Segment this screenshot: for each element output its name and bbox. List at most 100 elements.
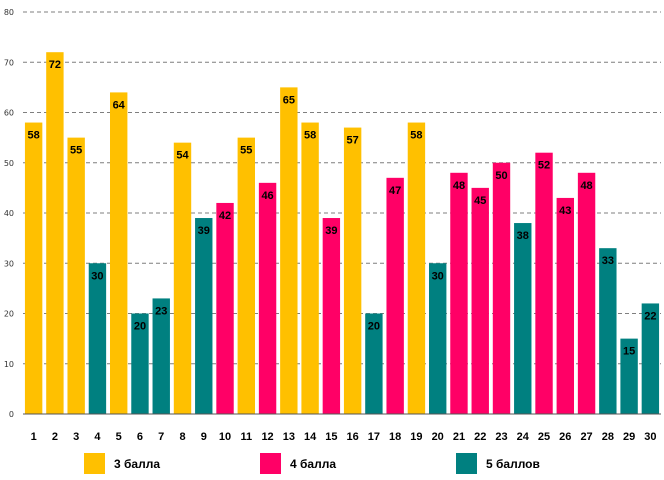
x-tick-label-13: 13	[283, 431, 295, 443]
legend-swatch-5	[456, 453, 477, 474]
bar-2	[46, 52, 64, 414]
bar-14	[301, 122, 319, 415]
data-label-23: 50	[495, 170, 507, 182]
data-label-18: 47	[389, 185, 401, 197]
x-tick-label-19: 19	[410, 431, 422, 443]
bar-18	[386, 177, 404, 414]
x-tick-label-7: 7	[158, 431, 164, 443]
data-label-12: 46	[261, 190, 273, 202]
x-tick-label-12: 12	[261, 431, 273, 443]
x-tick-label-14: 14	[304, 431, 317, 443]
legend-swatch-4	[260, 453, 281, 474]
y-axis-ticks: 0 10 20 30 40 50 60 70 80	[4, 8, 14, 419]
data-label-1: 58	[28, 130, 40, 142]
bar-11	[237, 137, 255, 414]
y-tick-label: 60	[4, 109, 14, 118]
data-label-20: 30	[432, 270, 444, 282]
data-label-24: 38	[517, 230, 529, 242]
bar-26	[556, 197, 574, 414]
bar-10	[216, 202, 234, 414]
bar-27	[577, 172, 596, 414]
data-label-21: 48	[453, 180, 465, 192]
legend-swatch-3	[84, 453, 105, 474]
x-tick-label-23: 23	[495, 431, 507, 443]
data-label-16: 57	[347, 135, 359, 147]
y-tick-label: 70	[4, 58, 14, 67]
y-tick-label: 20	[4, 310, 14, 319]
data-label-30: 22	[644, 310, 656, 322]
data-label-19: 58	[410, 130, 422, 142]
bar-12	[258, 182, 277, 414]
x-tick-label-1: 1	[31, 431, 37, 443]
x-tick-label-26: 26	[559, 431, 571, 443]
data-label-9: 39	[198, 225, 210, 237]
bar-17	[365, 313, 383, 414]
x-tick-label-2: 2	[52, 431, 58, 443]
x-tick-label-16: 16	[347, 431, 359, 443]
x-tick-label-4: 4	[94, 431, 101, 443]
data-label-3: 55	[70, 145, 82, 157]
x-tick-label-9: 9	[201, 431, 207, 443]
legend: 3 балла 4 балла 5 баллов	[84, 453, 540, 474]
data-label-10: 42	[219, 210, 231, 222]
x-tick-label-15: 15	[325, 431, 337, 443]
bars	[24, 52, 660, 415]
bar-15	[322, 218, 341, 414]
bar-20	[429, 263, 447, 414]
bar-22	[471, 187, 489, 414]
x-axis-categories: 1 2 3 4 5 6 7 8 9 10 11 12 13 14 15 16 17 18 19 20 21 22 23 24 2…	[31, 431, 657, 443]
x-tick-label-29: 29	[623, 431, 635, 443]
bar-19	[407, 122, 426, 415]
data-label-25: 52	[538, 160, 550, 172]
data-label-14: 58	[304, 130, 316, 142]
data-label-8: 54	[176, 150, 189, 162]
y-tick-label: 40	[4, 209, 14, 218]
data-label-22: 45	[474, 195, 486, 207]
bar-13	[280, 87, 298, 414]
x-tick-label-10: 10	[219, 431, 231, 443]
x-tick-label-22: 22	[474, 431, 486, 443]
x-tick-label-18: 18	[389, 431, 401, 443]
x-tick-label-8: 8	[179, 431, 185, 443]
x-tick-label-24: 24	[517, 431, 530, 443]
bar-29	[620, 338, 638, 414]
data-label-4: 30	[91, 270, 103, 282]
legend-label-4: 4 балла	[290, 457, 336, 471]
x-tick-label-21: 21	[453, 431, 465, 443]
gridlines	[23, 11, 661, 365]
legend-label-5: 5 баллов	[486, 457, 540, 471]
bar-23	[492, 162, 511, 414]
x-tick-label-3: 3	[73, 431, 79, 443]
data-label-27: 48	[580, 180, 592, 192]
bar-3	[67, 137, 85, 414]
bar-4	[88, 263, 107, 414]
bar-21	[450, 172, 468, 414]
x-tick-label-17: 17	[368, 431, 380, 443]
data-label-15: 39	[325, 225, 337, 237]
data-label-13: 65	[283, 94, 295, 106]
bar-9	[195, 218, 213, 414]
x-tick-label-28: 28	[602, 431, 614, 443]
data-label-11: 55	[240, 145, 252, 157]
data-label-7: 23	[155, 305, 167, 317]
data-label-28: 33	[602, 255, 614, 267]
data-label-5: 64	[113, 99, 126, 111]
bar-5	[110, 92, 128, 415]
data-label-26: 43	[559, 205, 571, 217]
x-tick-label-25: 25	[538, 431, 550, 443]
y-tick-label: 80	[4, 8, 14, 17]
y-tick-label: 0	[9, 410, 14, 419]
bar-16	[343, 127, 362, 414]
data-label-6: 20	[134, 321, 146, 333]
bar-30	[641, 303, 660, 414]
bar-28	[599, 248, 617, 414]
x-tick-label-6: 6	[137, 431, 143, 443]
bar-6	[131, 313, 149, 414]
bar-25	[535, 152, 553, 414]
x-tick-label-30: 30	[644, 431, 656, 443]
bar-7	[152, 298, 170, 414]
data-labels: 58 72 55 30 64 20 23 54 39 42 55 46 65 58 39 57 20 47 58 30…	[28, 59, 657, 357]
x-tick-label-27: 27	[580, 431, 592, 443]
bar-1	[24, 122, 43, 415]
